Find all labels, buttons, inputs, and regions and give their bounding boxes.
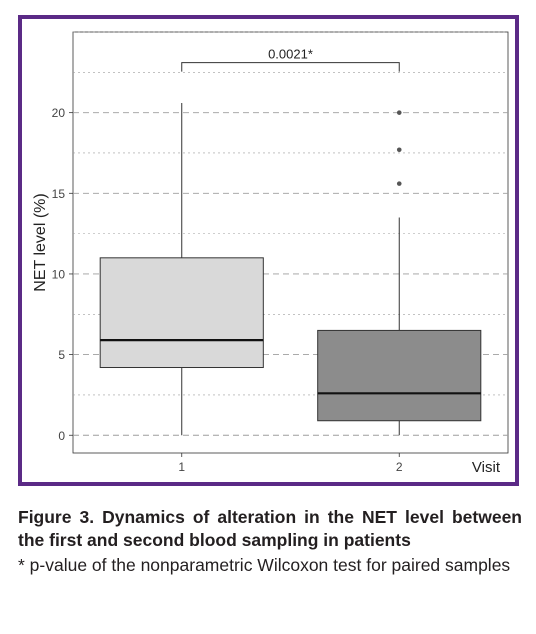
significance-bracket — [181, 62, 400, 72]
figure-frame: 0.0021* 0 5 10 15 20 1 2 NET level (%) Visit — [18, 15, 519, 486]
outlier-point — [396, 147, 402, 153]
outlier-point — [396, 181, 402, 186]
y-tick-label: 5 — [58, 348, 65, 362]
box — [99, 257, 264, 369]
caption-title: Figure 3. Dynamics of alteration in the … — [18, 507, 522, 550]
y-tick-label: 20 — [52, 106, 66, 120]
box-group-2 — [317, 110, 482, 436]
x-axis-title: Visit — [472, 459, 501, 476]
figure-caption: Figure 3. Dynamics of alteration in the … — [18, 506, 522, 577]
outlier-point — [396, 110, 402, 115]
y-tick-label: 15 — [52, 187, 66, 201]
box-group-1 — [99, 102, 264, 436]
y-tick-label: 10 — [52, 267, 66, 281]
significance-annotation: 0.0021* — [181, 47, 400, 72]
x-tick-label: 1 — [178, 460, 185, 474]
boxes — [99, 102, 482, 436]
y-axis-title: NET level (%) — [32, 193, 49, 291]
caption-note: * p-value of the nonparametric Wilcoxon … — [18, 555, 511, 575]
axis-ticks: 0 5 10 15 20 1 2 — [52, 106, 403, 474]
y-tick-label: 0 — [58, 429, 65, 443]
x-tick-label: 2 — [396, 460, 403, 474]
box — [317, 329, 482, 422]
p-value-label: 0.0021* — [268, 47, 313, 62]
boxplot-chart: 0.0021* 0 5 10 15 20 1 2 NET level (%) Visit — [32, 31, 509, 476]
